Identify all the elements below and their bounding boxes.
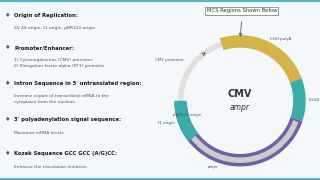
Text: Intron Sequence in 5' untranslated region:: Intron Sequence in 5' untranslated regio… [14,81,142,86]
Text: MCS Regions Shown Below: MCS Regions Shown Below [207,8,277,13]
Text: pBR322 origin: pBR322 origin [173,113,201,117]
Text: ♦: ♦ [5,45,11,50]
Text: Maximize mRNA levels: Maximize mRNA levels [14,130,64,134]
Text: SV 40 origin, f1 origin, pBR322 origin: SV 40 origin, f1 origin, pBR322 origin [14,26,96,30]
Text: Promoter/Enhancer:: Promoter/Enhancer: [14,45,75,50]
Text: ♦: ♦ [5,81,11,86]
Text: hGH polyA: hGH polyA [270,37,292,41]
Text: 3' polyadenylation signal sequence:: 3' polyadenylation signal sequence: [14,117,122,122]
Text: CMV: CMV [228,89,252,99]
Text: ampr: ampr [208,165,219,169]
Text: Kozak Sequence GCC GCC (A/G)CC:: Kozak Sequence GCC GCC (A/G)CC: [14,151,117,156]
Text: ♦: ♦ [5,151,11,156]
Text: Increase export of transcribed mRNA to the
cytoplasm from the nucleus.: Increase export of transcribed mRNA to t… [14,94,109,103]
Text: SV40 origin: SV40 origin [309,98,320,102]
Text: Enhance the translation initiation: Enhance the translation initiation [14,165,87,169]
Text: f1 origin: f1 origin [158,121,175,125]
Text: ♦: ♦ [5,13,11,18]
Text: ♦: ♦ [5,117,11,122]
Text: Origin of Replication:: Origin of Replication: [14,13,78,18]
Text: 1) Cytomegalovirus (CMV) promoter
2) Elongation factor alpha (EF1) promoter: 1) Cytomegalovirus (CMV) promoter 2) Elo… [14,58,105,68]
Text: CMV promoter: CMV promoter [155,58,184,62]
Text: ampr: ampr [230,103,250,112]
